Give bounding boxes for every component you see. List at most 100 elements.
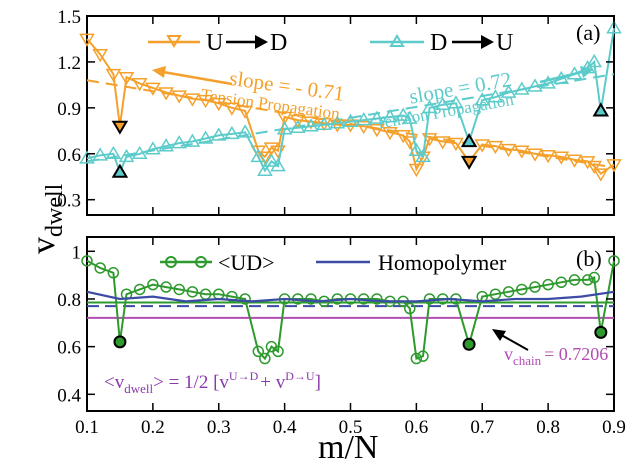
data-point bbox=[237, 105, 253, 119]
data-point bbox=[553, 151, 570, 165]
data-point bbox=[401, 110, 418, 124]
data-point bbox=[408, 142, 425, 157]
x-axis-label: m/N bbox=[318, 429, 378, 466]
data-point bbox=[329, 115, 346, 129]
y-axis-label: vdwell bbox=[25, 183, 68, 254]
data-point bbox=[257, 151, 273, 165]
x-tick-label: 0.2 bbox=[141, 417, 165, 438]
formula-tail: > = 1/2 [v bbox=[153, 372, 229, 393]
legend-marker-u-to-d bbox=[166, 35, 182, 48]
data-point bbox=[224, 102, 240, 116]
data-point bbox=[133, 283, 146, 296]
formula-end: ] bbox=[315, 372, 321, 393]
data-point bbox=[410, 352, 423, 365]
data-point bbox=[513, 145, 530, 159]
series-line bbox=[86, 259, 615, 361]
data-point bbox=[355, 112, 372, 126]
data-point bbox=[579, 156, 596, 170]
formula-dwell-sub: dwell bbox=[124, 381, 153, 396]
annotation-v-dwell-formula: <vdwell> = 1/2 [vU→D + vD→U] bbox=[104, 369, 321, 396]
data-point bbox=[329, 119, 346, 133]
data-point bbox=[184, 93, 201, 107]
data-point bbox=[113, 335, 127, 349]
data-point bbox=[462, 337, 476, 351]
annotation-arrow-left-head bbox=[152, 66, 166, 78]
data-point bbox=[586, 160, 603, 174]
data-point bbox=[342, 113, 359, 127]
data-point bbox=[210, 127, 227, 141]
annotation-arrow-right-head bbox=[580, 66, 594, 78]
data-point bbox=[305, 293, 317, 305]
data-point bbox=[529, 281, 541, 293]
data-point bbox=[303, 116, 319, 130]
data-point bbox=[555, 276, 568, 289]
x-tick-label: 0.4 bbox=[273, 417, 297, 438]
data-point bbox=[369, 110, 385, 124]
data-point bbox=[608, 255, 620, 267]
data-point bbox=[92, 147, 109, 161]
legend-to-u: U bbox=[496, 30, 513, 56]
data-point bbox=[289, 119, 306, 134]
data-point bbox=[594, 325, 608, 339]
annotation-arrow-left bbox=[162, 70, 233, 86]
panel-a-legend: U D D U bbox=[148, 30, 513, 56]
arrow-head-icon bbox=[481, 35, 494, 49]
v-chain-arrow-head-icon bbox=[492, 329, 506, 341]
data-point bbox=[542, 278, 554, 291]
data-point bbox=[197, 130, 214, 144]
legend-from-u: U bbox=[206, 30, 223, 56]
data-point bbox=[588, 271, 600, 284]
data-point bbox=[158, 87, 174, 101]
x-tick-label: 0.8 bbox=[536, 417, 560, 438]
data-point bbox=[210, 97, 227, 112]
data-point bbox=[500, 84, 517, 98]
data-point bbox=[355, 120, 372, 135]
legend-item-u-to-d: U D bbox=[148, 30, 287, 56]
data-point bbox=[581, 274, 594, 286]
data-point bbox=[79, 33, 95, 47]
data-point bbox=[118, 148, 135, 163]
panel-b-label: (b) bbox=[576, 246, 602, 271]
data-point bbox=[276, 111, 293, 125]
data-point bbox=[415, 148, 431, 163]
data-point bbox=[107, 267, 120, 279]
data-point bbox=[226, 290, 238, 303]
data-point bbox=[404, 302, 416, 315]
data-point bbox=[289, 114, 306, 129]
y-tick-label: 0.4 bbox=[57, 385, 81, 406]
data-point bbox=[489, 288, 502, 300]
data-point bbox=[592, 168, 609, 182]
data-point bbox=[474, 139, 491, 153]
legend-marker-ud-2 bbox=[195, 256, 207, 268]
formula-plus: + v bbox=[260, 372, 285, 393]
data-point bbox=[184, 133, 201, 147]
data-point bbox=[145, 82, 161, 96]
series-line bbox=[86, 38, 615, 176]
y-axis-label-sub: dwell bbox=[42, 183, 68, 237]
v-chain-v: v bbox=[504, 344, 513, 364]
data-point bbox=[105, 145, 122, 160]
data-point bbox=[423, 293, 436, 305]
v-chain-value: = 0.7206 bbox=[544, 344, 608, 364]
data-point bbox=[586, 53, 603, 68]
data-point bbox=[186, 286, 199, 298]
data-point bbox=[111, 163, 129, 178]
x-tick-label: 0.5 bbox=[339, 417, 363, 438]
panel-b-reference-lines bbox=[87, 301, 614, 319]
data-point bbox=[568, 274, 581, 286]
x-tick-label: 0.3 bbox=[207, 417, 231, 438]
data-point bbox=[257, 162, 273, 176]
panel-b-legend: <UD> Homopolymer bbox=[160, 250, 507, 275]
data-point bbox=[92, 48, 109, 63]
data-point bbox=[237, 124, 253, 138]
svg-text:vchain= 0.7206: vchain = 0.7206 bbox=[504, 344, 608, 368]
legend-label-ud: <UD> bbox=[218, 250, 275, 275]
legend-label-homopolymer: Homopolymer bbox=[378, 250, 507, 275]
x-tick-label: 0.7 bbox=[470, 417, 494, 438]
data-point bbox=[79, 150, 95, 164]
x-tick-label: 0.6 bbox=[405, 417, 429, 438]
data-point bbox=[239, 293, 251, 305]
data-point bbox=[145, 141, 161, 155]
annotation-arrow-right bbox=[539, 70, 583, 84]
data-point bbox=[606, 159, 622, 173]
